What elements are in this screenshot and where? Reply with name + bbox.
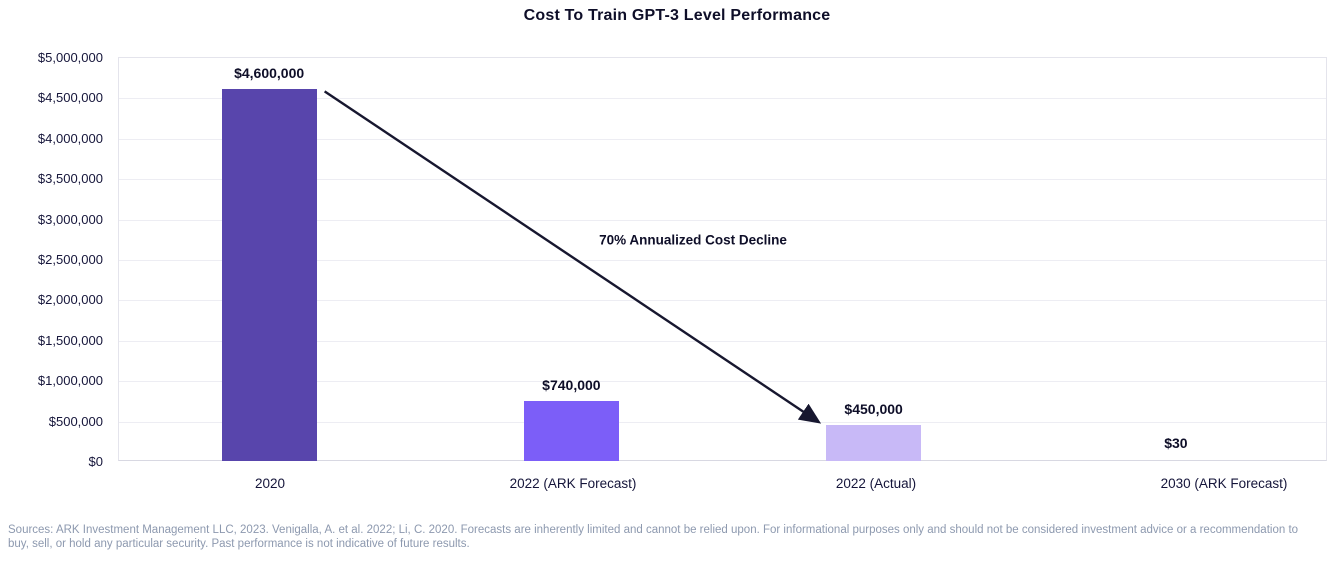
bar-value-label: $4,600,000 [234,65,305,82]
annotation-label: 70% Annualized Cost Decline [599,232,787,248]
x-category-label: 2020 [254,476,286,491]
y-tick-label: $4,000,000 [37,130,103,146]
source-text: Sources: ARK Investment Management LLC, … [8,524,1299,550]
bar-2022-actual [826,424,922,461]
y-tick-label: $3,500,000 [37,171,103,187]
y-tick-label: $4,500,000 [37,90,103,106]
y-tick-label: $0 [88,454,103,469]
y-tick-label: $5,000,000 [37,50,103,65]
y-tick-label: $1,000,000 [37,373,103,389]
x-category-label: 2022 (Actual) [835,476,917,491]
bar-value-label: $30 [1164,434,1188,451]
y-tick-label: $500,000 [48,413,103,429]
y-tick-label: $2,000,000 [37,292,103,308]
bar-value-label: $740,000 [542,377,601,394]
x-category-label: 2022 (ARK Forecast) [509,476,637,491]
chart-title: Cost To Train GPT-3 Level Performance [523,7,831,24]
y-tick-label: $3,000,000 [37,211,103,227]
y-tick-label: $2,500,000 [37,252,103,267]
bar-2022-ark-forecast [523,401,619,461]
bar-2020 [221,89,317,461]
y-tick-label: $1,500,000 [37,332,103,348]
x-category-label: 2030 (ARK Forecast) [1160,476,1288,491]
bar-value-label: $450,000 [844,400,903,417]
